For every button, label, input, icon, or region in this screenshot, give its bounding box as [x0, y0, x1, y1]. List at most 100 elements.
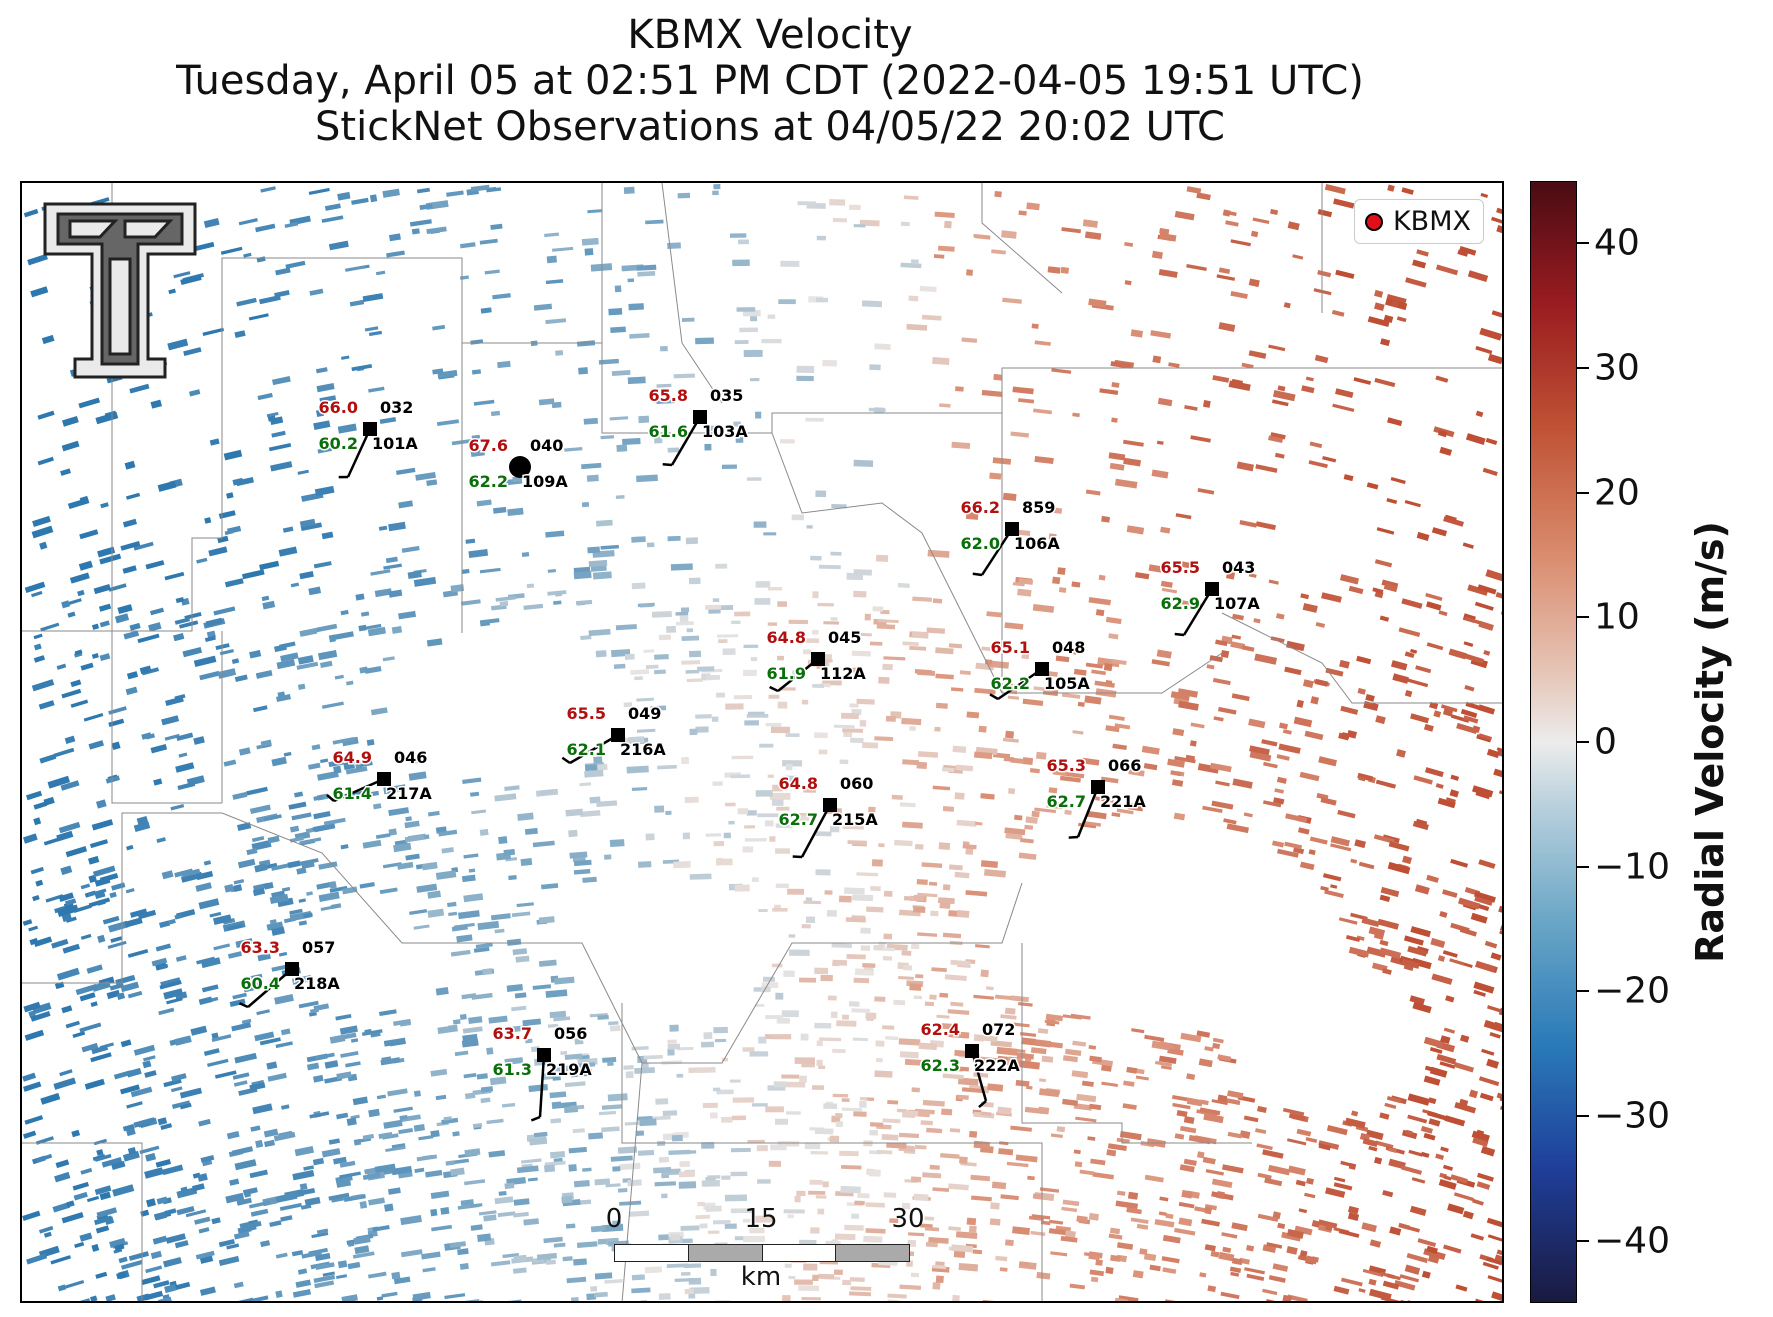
station-plot-106A: 66.2 859 62.0 106A: [959, 497, 1062, 577]
colorbar-tick-mark: [1577, 1239, 1589, 1242]
wind-barb-icon: [538, 1054, 546, 1118]
colorbar-tick-label: 30: [1594, 347, 1640, 389]
wind-barb-icon: [670, 416, 702, 466]
station-id: 215A: [832, 810, 878, 829]
colorbar-tick-label: −10: [1594, 846, 1670, 888]
station-marker-icon: [823, 798, 837, 812]
station-plot-215A: 64.8 060 62.7 215A: [777, 773, 880, 859]
station-dewpoint: 61.3: [493, 1060, 532, 1079]
title-line-2: Tuesday, April 05 at 02:51 PM CDT (2022-…: [176, 58, 1364, 104]
colorbar-tick-mark: [1577, 1115, 1589, 1117]
station-time: 049: [628, 704, 661, 723]
station-plot-219A: 63.7 056 61.3 219A: [491, 1023, 594, 1122]
station-marker-icon: [811, 652, 825, 666]
colorbar-tick-mark: [1577, 616, 1589, 619]
station-time: 057: [302, 938, 335, 957]
station-time: 043: [1222, 558, 1255, 577]
sticknet-stations: 66.0 032 60.2 101A 67.6 040 62.2 109A 65.8 035 61.…: [238, 385, 1262, 1122]
station-plot-221A: 65.3 066 62.7 221A: [1045, 755, 1148, 839]
wind-barb-flag-icon: [1174, 632, 1185, 637]
station-id: 216A: [620, 740, 666, 759]
colorbar-tick-label: 10: [1594, 596, 1640, 638]
county-boundaries: [22, 183, 1502, 1301]
station-id: 101A: [372, 434, 418, 453]
station-id: 103A: [702, 422, 748, 441]
station-temperature: 67.6: [469, 436, 508, 455]
station-marker-icon: [1035, 662, 1049, 676]
title-line-3: StickNet Observations at 04/05/22 20:02 …: [315, 104, 1225, 150]
station-dewpoint: 62.2: [991, 674, 1030, 693]
wind-barb-flag-icon: [326, 793, 335, 802]
wind-barb-icon: [800, 804, 832, 858]
wind-barb-flag-icon: [978, 1100, 987, 1109]
station-temperature: 64.8: [767, 628, 806, 647]
map-title: KBMX Velocity Tuesday, April 05 at 02:51…: [18, 12, 1522, 150]
station-temperature: 63.7: [493, 1024, 532, 1043]
station-id: 112A: [820, 664, 866, 683]
station-plot-216A: 65.5 049 62.1 216A: [561, 703, 668, 765]
scale-tick-0: 0: [605, 1204, 623, 1234]
station-time: 048: [1052, 638, 1085, 657]
colorbar-tick-mark: [1577, 990, 1589, 993]
wind-barb-icon: [1076, 786, 1100, 838]
station-plot-105A: 65.1 048 62.2 105A: [989, 637, 1092, 701]
station-dewpoint: 62.9: [1161, 594, 1200, 613]
station-marker-icon: [537, 1048, 551, 1062]
scale-bar-segments: [614, 1244, 910, 1262]
station-temperature: 65.5: [567, 704, 606, 723]
station-id: 221A: [1100, 792, 1146, 811]
station-id: 105A: [1044, 674, 1090, 693]
station-dewpoint: 61.9: [767, 664, 806, 683]
station-marker-icon: [693, 410, 707, 424]
station-temperature: 65.8: [649, 386, 688, 405]
legend-label: KBMX: [1392, 206, 1471, 237]
station-id: 218A: [294, 974, 340, 993]
station-time: 060: [840, 774, 873, 793]
station-dewpoint: 62.0: [961, 534, 1000, 553]
wind-barb-flag-icon: [1068, 835, 1079, 839]
wind-barb-icon: [569, 733, 619, 765]
colorbar-tick-label: −30: [1594, 1095, 1670, 1137]
station-marker-icon: [1005, 522, 1019, 536]
wind-barb-icon: [346, 428, 372, 478]
colorbar-label: Radial Velocity (m/s): [1688, 521, 1732, 963]
wind-barb-flag-icon: [530, 1115, 541, 1122]
velocity-field: [22, 184, 1502, 1301]
station-time: 056: [554, 1024, 587, 1043]
station-plot-109A: 67.6 040 62.2 109A: [467, 435, 570, 493]
station-dewpoint: 62.3: [921, 1056, 960, 1075]
wind-barb-icon: [333, 777, 385, 803]
wind-barb-icon: [247, 968, 293, 1008]
wind-barb-flag-icon: [238, 1002, 249, 1009]
station-time: 032: [380, 398, 413, 417]
station-id: 217A: [386, 784, 432, 803]
station-plot-101A: 66.0 032 60.2 101A: [317, 397, 420, 479]
station-time: 066: [1108, 756, 1141, 775]
radar-map[interactable]: 66.0 032 60.2 101A 67.6 040 62.2 109A 65.8 035 61.…: [20, 181, 1504, 1303]
station-temperature: 63.3: [241, 938, 280, 957]
station-plot-112A: 64.8 045 61.9 112A: [765, 627, 868, 693]
scale-tick-30: 30: [891, 1204, 925, 1234]
radar-site-marker-icon: [1364, 212, 1383, 231]
station-id: 219A: [546, 1060, 592, 1079]
colorbar-tick-mark: [1577, 242, 1589, 245]
station-temperature: 66.0: [319, 398, 358, 417]
station-plot-218A: 63.3 057 60.4 218A: [238, 937, 342, 1009]
station-marker-icon: [1205, 582, 1219, 596]
wind-barb-flag-icon: [989, 693, 999, 701]
wind-barb-icon: [997, 667, 1043, 701]
station-id: 106A: [1014, 534, 1060, 553]
colorbar-tick-label: 0: [1594, 721, 1617, 763]
station-id: 109A: [522, 472, 568, 491]
station-temperature: 65.3: [1047, 756, 1086, 775]
scale-unit: km: [736, 1262, 786, 1292]
scale-tick-15: 15: [744, 1204, 778, 1234]
wind-barb-flag-icon: [561, 756, 571, 765]
station-temperature: 66.2: [961, 498, 1000, 517]
wind-barb-icon: [970, 1050, 988, 1102]
station-temperature: 64.9: [333, 748, 372, 767]
colorbar-tick-mark: [1577, 367, 1589, 369]
station-time: 045: [828, 628, 861, 647]
colorbar-tick-label: 20: [1594, 472, 1640, 514]
station-time: 046: [394, 748, 427, 767]
